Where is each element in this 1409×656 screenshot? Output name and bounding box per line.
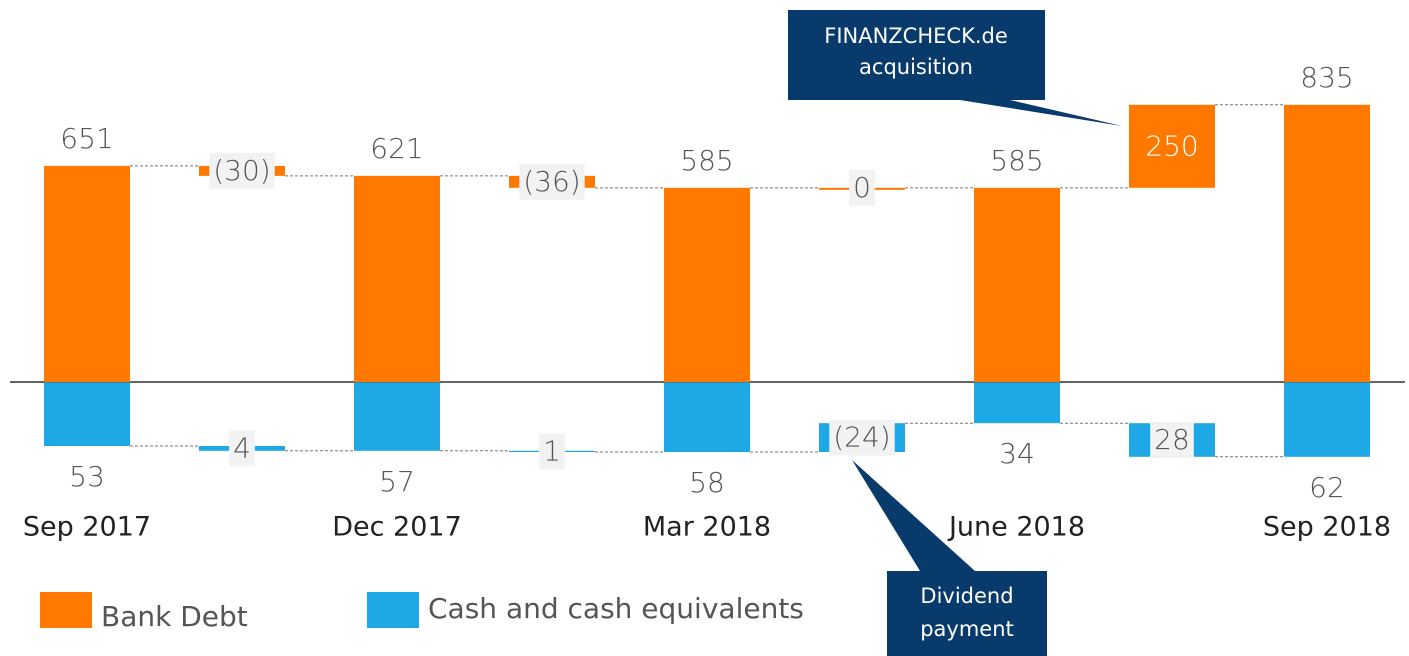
value-label: 585 — [680, 144, 733, 177]
bar — [1284, 382, 1370, 457]
bar — [44, 165, 130, 383]
value-label: 58 — [689, 466, 725, 499]
value-label: 621 — [370, 132, 423, 165]
callout-pointer — [960, 100, 1122, 126]
value-label: (36) — [523, 165, 580, 198]
bar — [354, 175, 440, 383]
label-bg — [539, 433, 565, 470]
callout-box — [887, 571, 1047, 656]
callout-pointer — [852, 460, 975, 571]
callout-text: acquisition — [859, 55, 973, 79]
callout: Dividend payment — [852, 460, 1047, 656]
bar — [664, 382, 750, 452]
bar — [1284, 104, 1370, 383]
label-bg — [519, 163, 585, 200]
label-bg — [229, 430, 255, 467]
bar — [44, 382, 130, 446]
label-bg — [209, 152, 275, 189]
legend-label: Bank Debt — [101, 600, 248, 633]
value-label: (30) — [213, 154, 270, 187]
legend-swatch — [367, 592, 419, 628]
bar — [974, 187, 1060, 383]
callout-text: Dividend — [920, 584, 1013, 608]
value-label: (24) — [833, 421, 890, 454]
value-label: 4 — [233, 431, 251, 464]
bar — [974, 382, 1060, 424]
callout-text: payment — [920, 617, 1014, 641]
value-label: 1 — [543, 434, 561, 467]
x-tick-label: Sep 2018 — [1263, 512, 1391, 543]
value-label: 250 — [1145, 129, 1198, 162]
value-label: 0 — [853, 171, 871, 204]
bar — [1129, 104, 1215, 188]
label-bg — [849, 169, 875, 206]
value-label: 62 — [1309, 471, 1345, 504]
callout-box — [788, 10, 1045, 100]
x-tick-label: Sep 2017 — [23, 512, 151, 543]
callout-text: FINANZCHECK.de — [824, 24, 1008, 48]
value-label: 53 — [69, 460, 105, 493]
label-bg — [1150, 422, 1194, 458]
bar — [664, 187, 750, 383]
value-label: 28 — [1154, 423, 1190, 456]
value-label: 34 — [999, 437, 1035, 470]
value-label: 585 — [990, 144, 1043, 177]
x-tick-label: June 2018 — [947, 512, 1085, 543]
callout: FINANZCHECK.de acquisition — [788, 10, 1122, 126]
x-tick-label: Mar 2018 — [643, 512, 771, 543]
label-bg — [829, 419, 895, 456]
value-label: 57 — [379, 465, 415, 498]
legend-swatch — [40, 592, 92, 628]
x-tick-label: Dec 2017 — [332, 512, 462, 543]
bar — [354, 382, 440, 451]
legend-label: Cash and cash equivalents — [428, 592, 804, 625]
value-label: 835 — [1300, 61, 1353, 94]
value-label: 651 — [60, 122, 113, 155]
